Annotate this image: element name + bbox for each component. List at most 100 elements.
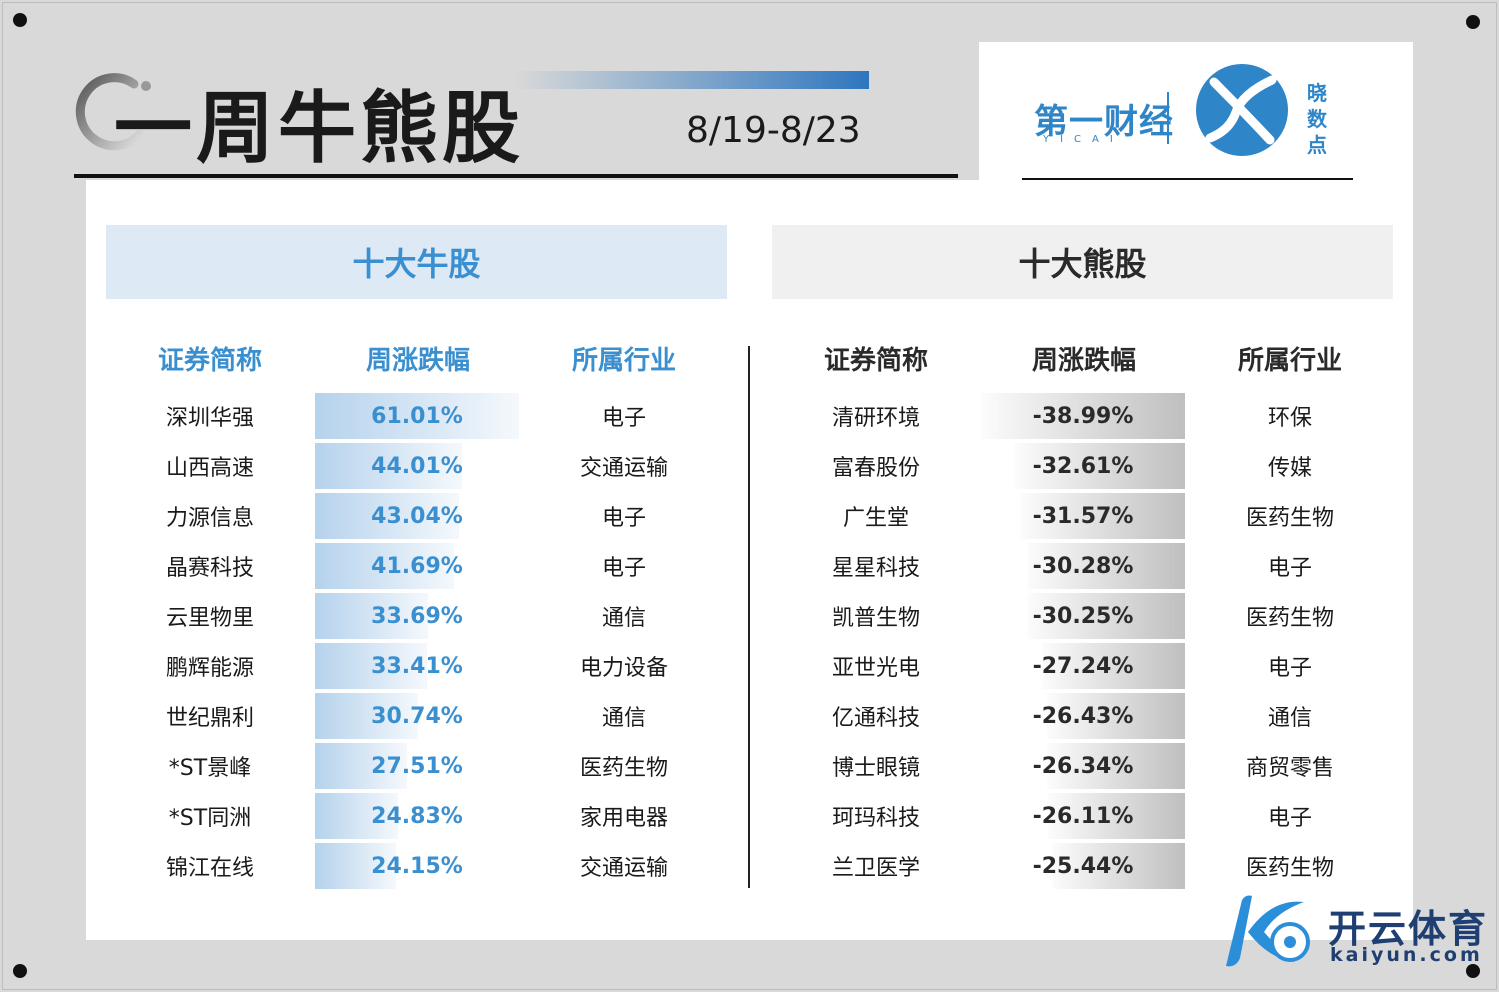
bull-change-cell: 44.01% (315, 443, 519, 489)
bull-change-label: 33.41% (371, 653, 463, 679)
bull-industry: 交通运输 (579, 456, 668, 481)
bear-industry: 电子 (1267, 556, 1312, 581)
bear-stock-name: 博士眼镜 (831, 756, 920, 781)
bear-change-cell: -27.24% (981, 643, 1185, 689)
logo-underline (1022, 178, 1353, 180)
bull-industry: 电子 (601, 506, 646, 531)
bear-industry: 电子 (1267, 806, 1312, 831)
bear-change-label: -38.99% (1032, 403, 1134, 429)
bull-stock-name: 深圳华强 (165, 406, 254, 431)
bull-change-cell: 33.69% (315, 593, 519, 639)
bull-industry: 电子 (601, 406, 646, 431)
bull-change-label: 24.15% (371, 853, 463, 879)
bear-stock-name: 富春股份 (831, 456, 920, 481)
bear-change-cell: -30.28% (981, 543, 1185, 589)
bear-change-bar (981, 393, 1185, 439)
bull-col-header-change: 周涨跌幅 (365, 346, 470, 376)
date-range: 8/19-8/23 (686, 110, 861, 151)
bear-change-cell: -38.99% (981, 393, 1185, 439)
bear-stock-name: 亿通科技 (831, 706, 920, 731)
bear-change-cell: -26.34% (981, 743, 1185, 789)
bear-change-bar (1048, 793, 1185, 839)
bull-change-bar (315, 693, 418, 739)
bull-change-label: 33.69% (371, 603, 463, 629)
bull-industry: 电力设备 (579, 656, 668, 681)
bull-change-bar (315, 443, 462, 489)
bear-change-label: -30.25% (1032, 603, 1134, 629)
bull-change-label: 41.69% (371, 553, 463, 579)
bear-change-bar (1042, 643, 1185, 689)
watermark: 开云体育 kaiyun.com (1212, 888, 1492, 978)
bear-industry: 环保 (1267, 406, 1312, 431)
bear-col-header-name: 证券简称 (823, 346, 928, 376)
bear-change-cell: -31.57% (981, 493, 1185, 539)
corner-dot-bottom-left (13, 964, 27, 978)
bear-change-bar (1047, 743, 1185, 789)
bull-change-label: 30.74% (371, 703, 463, 729)
logo-divider (1167, 92, 1169, 144)
bull-panel-title: 十大牛股 (106, 225, 727, 299)
bear-col-header-change: 周涨跌幅 (1031, 346, 1136, 376)
bear-change-cell: -26.11% (981, 793, 1185, 839)
yicai-logo: 第一财经 (1034, 102, 1174, 142)
bull-industry: 电子 (601, 556, 646, 581)
bear-col-header-industry: 所属行业 (1237, 346, 1342, 376)
bear-change-bar (1020, 493, 1185, 539)
bull-stock-name: *ST景峰 (168, 756, 252, 781)
bull-industry: 家用电器 (579, 806, 668, 831)
bear-stock-name: 亚世光电 (831, 656, 920, 681)
bull-col-header-industry: 所属行业 (571, 346, 676, 376)
corner-dot-top-left (13, 13, 27, 27)
bull-change-cell: 30.74% (315, 693, 519, 739)
bull-industry: 医药生物 (579, 756, 668, 781)
bear-change-cell: -26.43% (981, 693, 1185, 739)
bull-stock-name: *ST同洲 (168, 806, 252, 831)
xiaoshudian-logo-icon (1196, 64, 1288, 156)
bull-change-label: 61.01% (371, 403, 463, 429)
bull-change-bar (315, 393, 519, 439)
title-swoosh-icon (75, 73, 151, 151)
bear-change-bar (1027, 543, 1185, 589)
bull-change-cell: 27.51% (315, 743, 519, 789)
bull-change-cell: 24.83% (315, 793, 519, 839)
bull-industry: 通信 (601, 706, 646, 731)
kaiyun-logo-icon (1226, 895, 1310, 967)
bull-industry: 交通运输 (579, 856, 668, 881)
bull-change-label: 27.51% (371, 753, 463, 779)
corner-dot-bottom-right (1466, 964, 1480, 978)
bull-change-label: 24.83% (371, 803, 463, 829)
bull-change-bar (315, 843, 396, 889)
bull-change-bar (315, 493, 459, 539)
bear-change-label: -32.61% (1032, 453, 1134, 479)
bear-stock-name: 广生堂 (842, 506, 909, 531)
bear-change-label: -30.28% (1032, 553, 1134, 579)
bull-stock-name: 晶赛科技 (165, 556, 254, 581)
bull-change-bar (315, 593, 428, 639)
bear-industry: 传媒 (1267, 456, 1312, 481)
bull-change-cell: 43.04% (315, 493, 519, 539)
bear-industry: 医药生物 (1245, 506, 1334, 531)
bear-change-cell: -32.61% (981, 443, 1185, 489)
bull-change-label: 43.04% (371, 503, 463, 529)
xiaoshudian-logo-text: 晓数点 (1307, 81, 1327, 157)
bear-change-label: -26.11% (1032, 803, 1134, 829)
bear-industry: 商贸零售 (1245, 756, 1334, 781)
bear-change-label: -31.57% (1032, 503, 1134, 529)
bear-change-bar (1052, 843, 1185, 889)
page-header: 一周牛熊股 8/19-8/23 (74, 62, 958, 180)
bull-stock-name: 云里物里 (165, 606, 254, 631)
bull-change-bar (315, 543, 454, 589)
bull-change-label: 44.01% (371, 453, 463, 479)
bear-industry: 电子 (1267, 656, 1312, 681)
bull-stock-name: 锦江在线 (165, 856, 254, 881)
center-divider (748, 346, 750, 888)
bear-industry: 医药生物 (1245, 856, 1334, 881)
bull-stock-name: 力源信息 (165, 506, 254, 531)
bear-industry: 医药生物 (1245, 606, 1334, 631)
bull-stock-name: 山西高速 (165, 456, 254, 481)
bull-change-cell: 33.41% (315, 643, 519, 689)
bull-change-bar (315, 743, 407, 789)
bull-change-cell: 61.01% (315, 393, 519, 439)
yicai-logo-sub: YICAI (1043, 134, 1124, 145)
